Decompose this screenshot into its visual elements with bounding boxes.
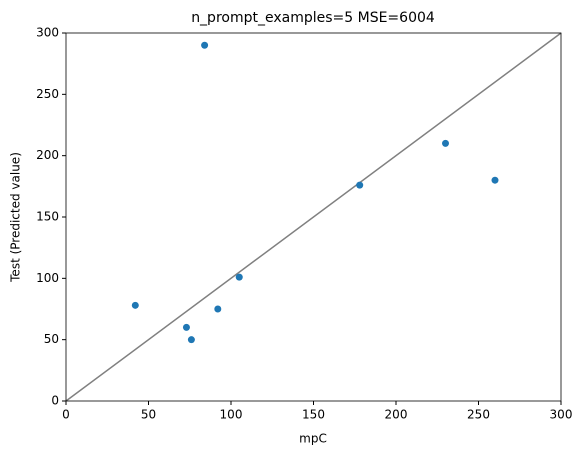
y-tick-label: 300 (36, 26, 59, 40)
x-tick-label: 200 (385, 408, 408, 422)
point (214, 305, 222, 313)
y-tick-label: 50 (44, 332, 59, 346)
chart-title: n_prompt_examples=5 MSE=6004 (191, 10, 435, 26)
diagonal-line (65, 32, 562, 402)
plot-frame (65, 32, 562, 402)
y-axis-label: Test (Predicted value) (9, 152, 23, 283)
x-tick-label: 150 (302, 408, 325, 422)
y-tick-label: 100 (36, 271, 59, 285)
point (187, 336, 195, 344)
y-tick-label: 150 (36, 210, 59, 224)
y-tick-label: 250 (36, 87, 59, 101)
x-tick-label: 0 (62, 408, 70, 422)
x-tick-label: 300 (550, 408, 573, 422)
point (131, 301, 139, 309)
x-axis-label: mpC (299, 432, 327, 446)
point (491, 176, 499, 184)
point (442, 139, 449, 147)
y-tick-label: 0 (51, 394, 59, 408)
x-tick-label: 50 (141, 408, 156, 422)
x-tick-label: 250 (467, 408, 490, 422)
y-tick-label: 200 (36, 148, 59, 162)
x-tick-label: 100 (220, 408, 243, 422)
point (182, 323, 190, 331)
point (201, 41, 209, 49)
point (356, 181, 364, 189)
point (235, 273, 243, 281)
